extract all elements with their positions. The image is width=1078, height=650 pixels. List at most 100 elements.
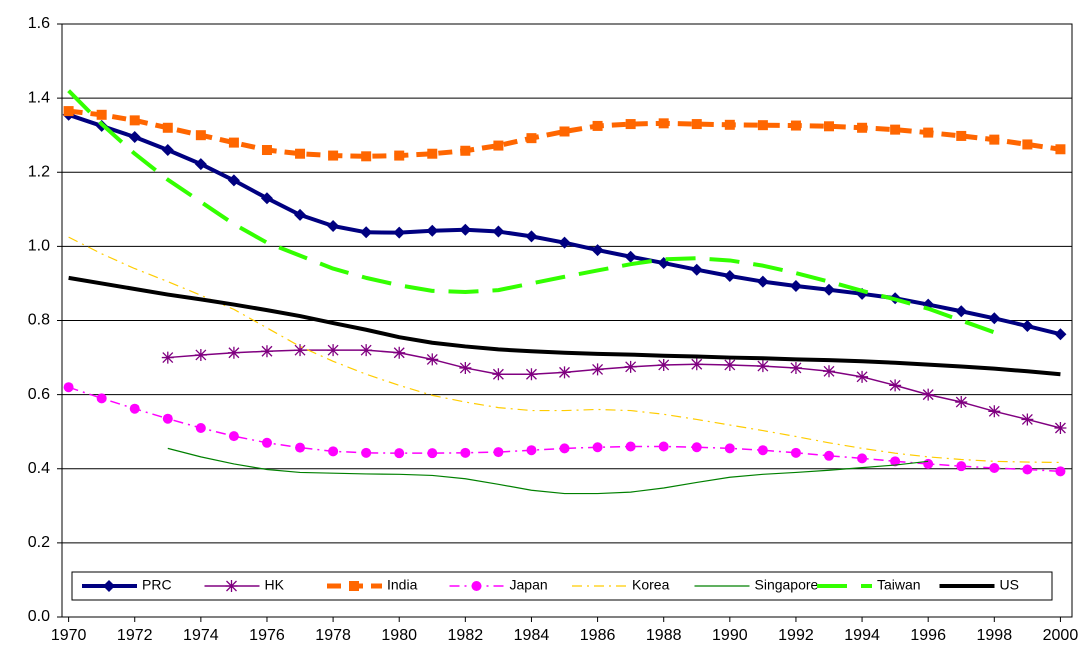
x-tick-label: 1996 [910, 627, 946, 644]
marker [691, 442, 702, 453]
x-tick-label: 1974 [183, 627, 219, 644]
marker [96, 109, 107, 120]
marker [824, 450, 835, 461]
marker [426, 353, 439, 366]
marker [956, 130, 967, 141]
marker [756, 275, 769, 288]
marker [128, 131, 141, 144]
marker [724, 119, 735, 130]
x-tick-label: 1980 [381, 627, 417, 644]
marker [361, 151, 372, 162]
marker [460, 145, 471, 156]
marker [757, 445, 768, 456]
marker [658, 441, 669, 452]
marker [690, 358, 703, 371]
marker [789, 280, 802, 293]
marker [328, 446, 339, 457]
marker [349, 581, 359, 591]
x-tick-label: 1986 [580, 627, 616, 644]
x-tick-label: 1978 [315, 627, 351, 644]
x-tick-label: 1998 [977, 627, 1013, 644]
marker [260, 192, 273, 205]
marker [625, 119, 636, 130]
x-tick-label: 1988 [646, 627, 682, 644]
y-tick-label: 1.6 [28, 15, 50, 32]
marker [857, 453, 868, 464]
marker [63, 106, 74, 117]
marker [225, 580, 238, 592]
legend-label: Singapore [755, 577, 819, 593]
marker [295, 148, 306, 159]
y-tick-label: 0.0 [28, 608, 50, 625]
marker [294, 208, 307, 221]
marker [790, 447, 801, 458]
marker [592, 120, 603, 131]
marker [393, 346, 406, 359]
marker [526, 133, 537, 144]
marker [360, 226, 373, 239]
marker [295, 442, 306, 453]
marker [129, 403, 140, 414]
marker [923, 458, 934, 469]
y-tick-label: 1.0 [28, 238, 50, 255]
marker [327, 344, 340, 357]
marker [129, 115, 140, 126]
marker [624, 250, 637, 263]
marker [823, 365, 836, 378]
marker [96, 393, 107, 404]
marker [228, 137, 239, 148]
marker [989, 463, 1000, 474]
marker [525, 230, 538, 243]
marker [260, 345, 273, 358]
marker [1055, 466, 1066, 477]
marker [955, 305, 968, 318]
marker [724, 443, 735, 454]
marker [857, 122, 868, 133]
marker [1054, 421, 1067, 434]
marker [427, 148, 438, 159]
marker [471, 581, 482, 591]
y-tick-label: 1.4 [28, 89, 50, 106]
marker [161, 351, 174, 364]
marker [393, 226, 406, 239]
marker [261, 145, 272, 156]
series-line [67, 89, 995, 335]
marker [1021, 413, 1034, 426]
marker [723, 270, 736, 283]
marker [194, 158, 207, 171]
marker [657, 358, 670, 371]
x-tick-label: 1970 [51, 627, 87, 644]
marker [989, 134, 1000, 145]
x-tick-label: 1994 [844, 627, 880, 644]
x-tick-label: 1984 [514, 627, 550, 644]
marker [394, 150, 405, 161]
marker [526, 445, 537, 456]
marker [955, 396, 968, 409]
marker [294, 344, 307, 357]
y-tick-label: 1.2 [28, 163, 50, 180]
marker [394, 448, 405, 459]
legend-label: Taiwan [877, 577, 921, 593]
marker [492, 368, 505, 381]
marker [923, 127, 934, 138]
x-tick-label: 1972 [117, 627, 153, 644]
marker [824, 121, 835, 132]
marker [103, 580, 115, 592]
legend-label: HK [265, 577, 285, 593]
series-line [68, 386, 1061, 473]
marker [327, 219, 340, 232]
marker [790, 120, 801, 131]
y-tick-label: 0.4 [28, 460, 50, 477]
marker [757, 120, 768, 131]
x-tick-label: 1992 [778, 627, 814, 644]
marker [856, 370, 869, 383]
marker [823, 283, 836, 296]
series-line [68, 236, 1061, 464]
marker [1021, 320, 1034, 333]
marker [723, 358, 736, 371]
legend: PRC HK India Japan Korea Singapore Taiwan US [71, 571, 1053, 601]
marker [889, 379, 902, 392]
legend-label: Korea [632, 577, 670, 593]
marker [493, 140, 504, 151]
marker [1022, 139, 1033, 150]
